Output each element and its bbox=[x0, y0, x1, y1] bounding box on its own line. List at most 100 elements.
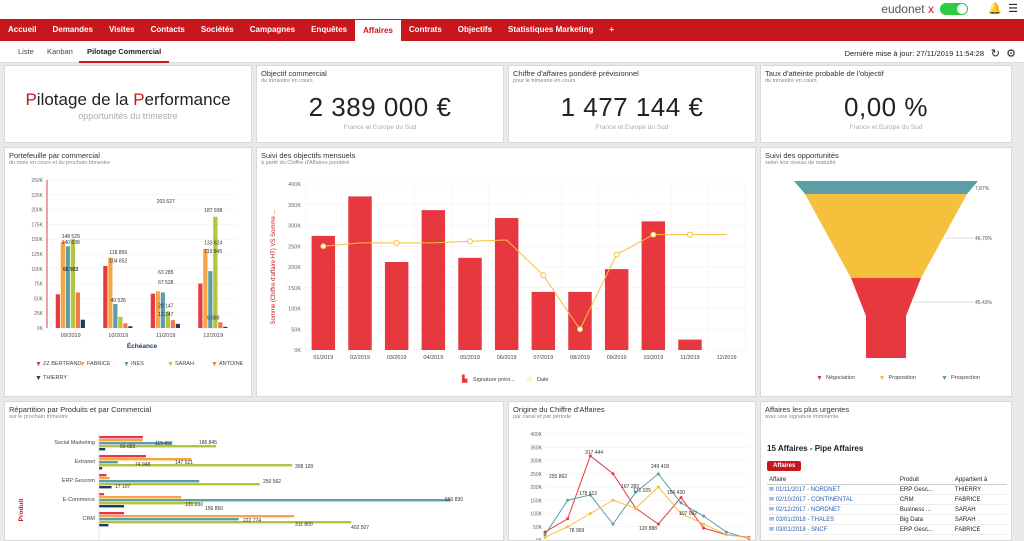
y-tick-label: 300K bbox=[530, 459, 542, 465]
legend-marker: ▼ bbox=[816, 375, 823, 382]
affaire-link[interactable]: ✉ 02/10/2017 - CONTINENTAL bbox=[767, 494, 898, 505]
legend-label: Date bbox=[537, 377, 549, 383]
bar bbox=[99, 458, 192, 461]
legend-label: Négociation bbox=[826, 375, 855, 381]
bar bbox=[175, 323, 180, 328]
bar bbox=[99, 483, 260, 486]
series-line bbox=[323, 234, 727, 331]
nav-item-accueil[interactable]: Accueil bbox=[8, 25, 37, 34]
line-point bbox=[679, 512, 683, 515]
bar bbox=[99, 505, 125, 508]
x-tick-label: 09/2019 bbox=[607, 355, 627, 361]
bar bbox=[421, 210, 446, 350]
table-row[interactable]: ✉ 02/12/2017 - NORDNET Business ... SARAH bbox=[767, 504, 1007, 515]
nav-item-objectifs[interactable]: Objectifs bbox=[457, 25, 493, 34]
line-point bbox=[634, 506, 638, 510]
bar bbox=[99, 455, 146, 458]
data-label: 147 521 bbox=[175, 460, 193, 466]
legend-label: ZZ BERTRAND bbox=[43, 361, 81, 367]
refresh-icon[interactable]: ↻ bbox=[990, 48, 1000, 60]
bar bbox=[99, 496, 182, 499]
bar bbox=[384, 262, 409, 350]
y-tick-label: 150K bbox=[530, 498, 542, 504]
bar bbox=[99, 445, 217, 448]
data-label: 63 285 bbox=[158, 270, 174, 276]
main-nav: Accueil Demandes Visites Contacts Sociétés Ca… bbox=[0, 19, 1024, 41]
gear-icon[interactable]: ⚙ bbox=[1006, 48, 1016, 60]
y-tick-label: 150K bbox=[288, 286, 301, 292]
table-row[interactable]: ✉ 02/10/2017 - CONTINENTAL CRM FABRICE bbox=[767, 494, 1007, 505]
nav-item-affaires[interactable]: Affaires bbox=[355, 20, 401, 41]
affaire-link[interactable]: ✉ 02/12/2017 - NORDNET bbox=[767, 504, 898, 515]
panel-suivi-opportunites: Suivi des opportunités selon leur niveau… bbox=[760, 147, 1012, 397]
series-line bbox=[544, 455, 750, 538]
menu-icon[interactable]: ☰ bbox=[1008, 3, 1018, 15]
nav-item-soci-t-s[interactable]: Sociétés bbox=[200, 25, 234, 34]
kpi-objectif: Objectif commercial du trimestre en cour… bbox=[256, 65, 504, 143]
panel-subtitle: avec une signature imminente bbox=[765, 414, 839, 420]
column-header[interactable]: Produit bbox=[897, 476, 953, 485]
data-label: 256 562 bbox=[263, 479, 281, 485]
line-point bbox=[611, 498, 615, 502]
nav-item-contacts[interactable]: Contacts bbox=[150, 25, 185, 34]
table-cell: Business ... bbox=[897, 504, 953, 515]
nav-item-campagnes[interactable]: Campagnes bbox=[249, 25, 296, 34]
bell-icon[interactable]: 🔔 bbox=[988, 3, 1002, 15]
affaire-link[interactable]: ✉ 03/01/2018 - SNCF bbox=[767, 524, 898, 535]
x-tick-label: 06/2019 bbox=[497, 355, 517, 361]
affaires-badge[interactable]: Affaires bbox=[767, 461, 802, 471]
data-label: 402 507 bbox=[351, 525, 369, 531]
table-row[interactable]: ✉ 03/01/2018 - THALES Big Data SARAH bbox=[767, 514, 1007, 525]
affaire-link[interactable]: ✉ 03/01/2018 - THALES bbox=[767, 514, 898, 525]
column-header[interactable]: Affaire bbox=[767, 476, 898, 485]
legend-marker: ▼ bbox=[879, 375, 886, 382]
table-cell: FABRICE bbox=[952, 524, 1007, 535]
data-label: 119 845 bbox=[204, 249, 222, 255]
table-cell: ERP Gesc... bbox=[897, 524, 953, 535]
nav-item-statistiques-marketing[interactable]: Statistiques Marketing bbox=[508, 25, 594, 34]
kpi-value: 1 477 144 € bbox=[560, 92, 704, 122]
bar bbox=[99, 477, 110, 480]
panel-subtitle: du mois en cours et du prochain trimestr… bbox=[9, 160, 111, 166]
column-header[interactable]: Appartient à bbox=[952, 476, 1007, 485]
funnel-stage-proposition bbox=[805, 194, 967, 278]
nav-item-demandes[interactable]: Demandes bbox=[52, 25, 93, 34]
line-point bbox=[687, 231, 693, 238]
legend-marker: ▼ bbox=[123, 361, 130, 368]
panel-urgentes: Affaires les plus urgentes avec une sign… bbox=[760, 401, 1012, 541]
bar bbox=[604, 269, 629, 350]
table-row[interactable]: ✉ 01/11/2017 - NORDNET ERP Gesc... THIERRY bbox=[767, 484, 1007, 495]
line-point bbox=[543, 535, 547, 539]
subtab-liste[interactable]: Liste bbox=[18, 47, 34, 56]
y-axis-title: Somme (Chiffre d'affaire HT) VS Somme ..… bbox=[271, 209, 277, 324]
panel-subtitle: selon leur niveau de maturité bbox=[765, 160, 836, 166]
data-label: 65 521 bbox=[63, 267, 79, 273]
bar bbox=[198, 283, 203, 328]
bar bbox=[103, 265, 108, 328]
legend-marker: ◇ bbox=[527, 376, 533, 383]
line-point bbox=[613, 251, 620, 258]
sub-bar: Liste Kanban Pilotage Commercial Dernièr… bbox=[0, 41, 1024, 63]
nav-item--[interactable]: + bbox=[609, 25, 615, 34]
nav-item-contrats[interactable]: Contrats bbox=[408, 25, 442, 34]
table-row[interactable]: ✉ 03/01/2018 - SNCF ERP Gesc... FABRICE bbox=[767, 524, 1007, 535]
toggle-switch[interactable] bbox=[940, 3, 968, 15]
series-line bbox=[544, 486, 750, 539]
data-label: 140 638 bbox=[62, 240, 80, 246]
table-cell: Big Data bbox=[897, 514, 953, 525]
line-point bbox=[611, 522, 615, 526]
y-tick-label: E-Commerce bbox=[63, 497, 95, 503]
bar bbox=[311, 235, 336, 350]
y-tick-label: Extranet bbox=[75, 459, 96, 465]
y-tick-label: 100K bbox=[530, 512, 542, 518]
bar bbox=[55, 294, 60, 328]
line-point bbox=[566, 525, 570, 529]
nav-item-visites[interactable]: Visites bbox=[108, 25, 135, 34]
subtab-kanban[interactable]: Kanban bbox=[47, 47, 73, 56]
panel-origine: Origine du Chiffre d'Affaires par canal … bbox=[508, 401, 756, 541]
data-label: 120 888 bbox=[639, 526, 657, 532]
nav-item-enqu-tes[interactable]: Enquêtes bbox=[311, 25, 348, 34]
affaire-link[interactable]: ✉ 01/11/2017 - NORDNET bbox=[767, 484, 898, 495]
subtab-pilotage[interactable]: Pilotage Commercial bbox=[78, 47, 170, 63]
data-label: 40 526 bbox=[111, 298, 127, 304]
